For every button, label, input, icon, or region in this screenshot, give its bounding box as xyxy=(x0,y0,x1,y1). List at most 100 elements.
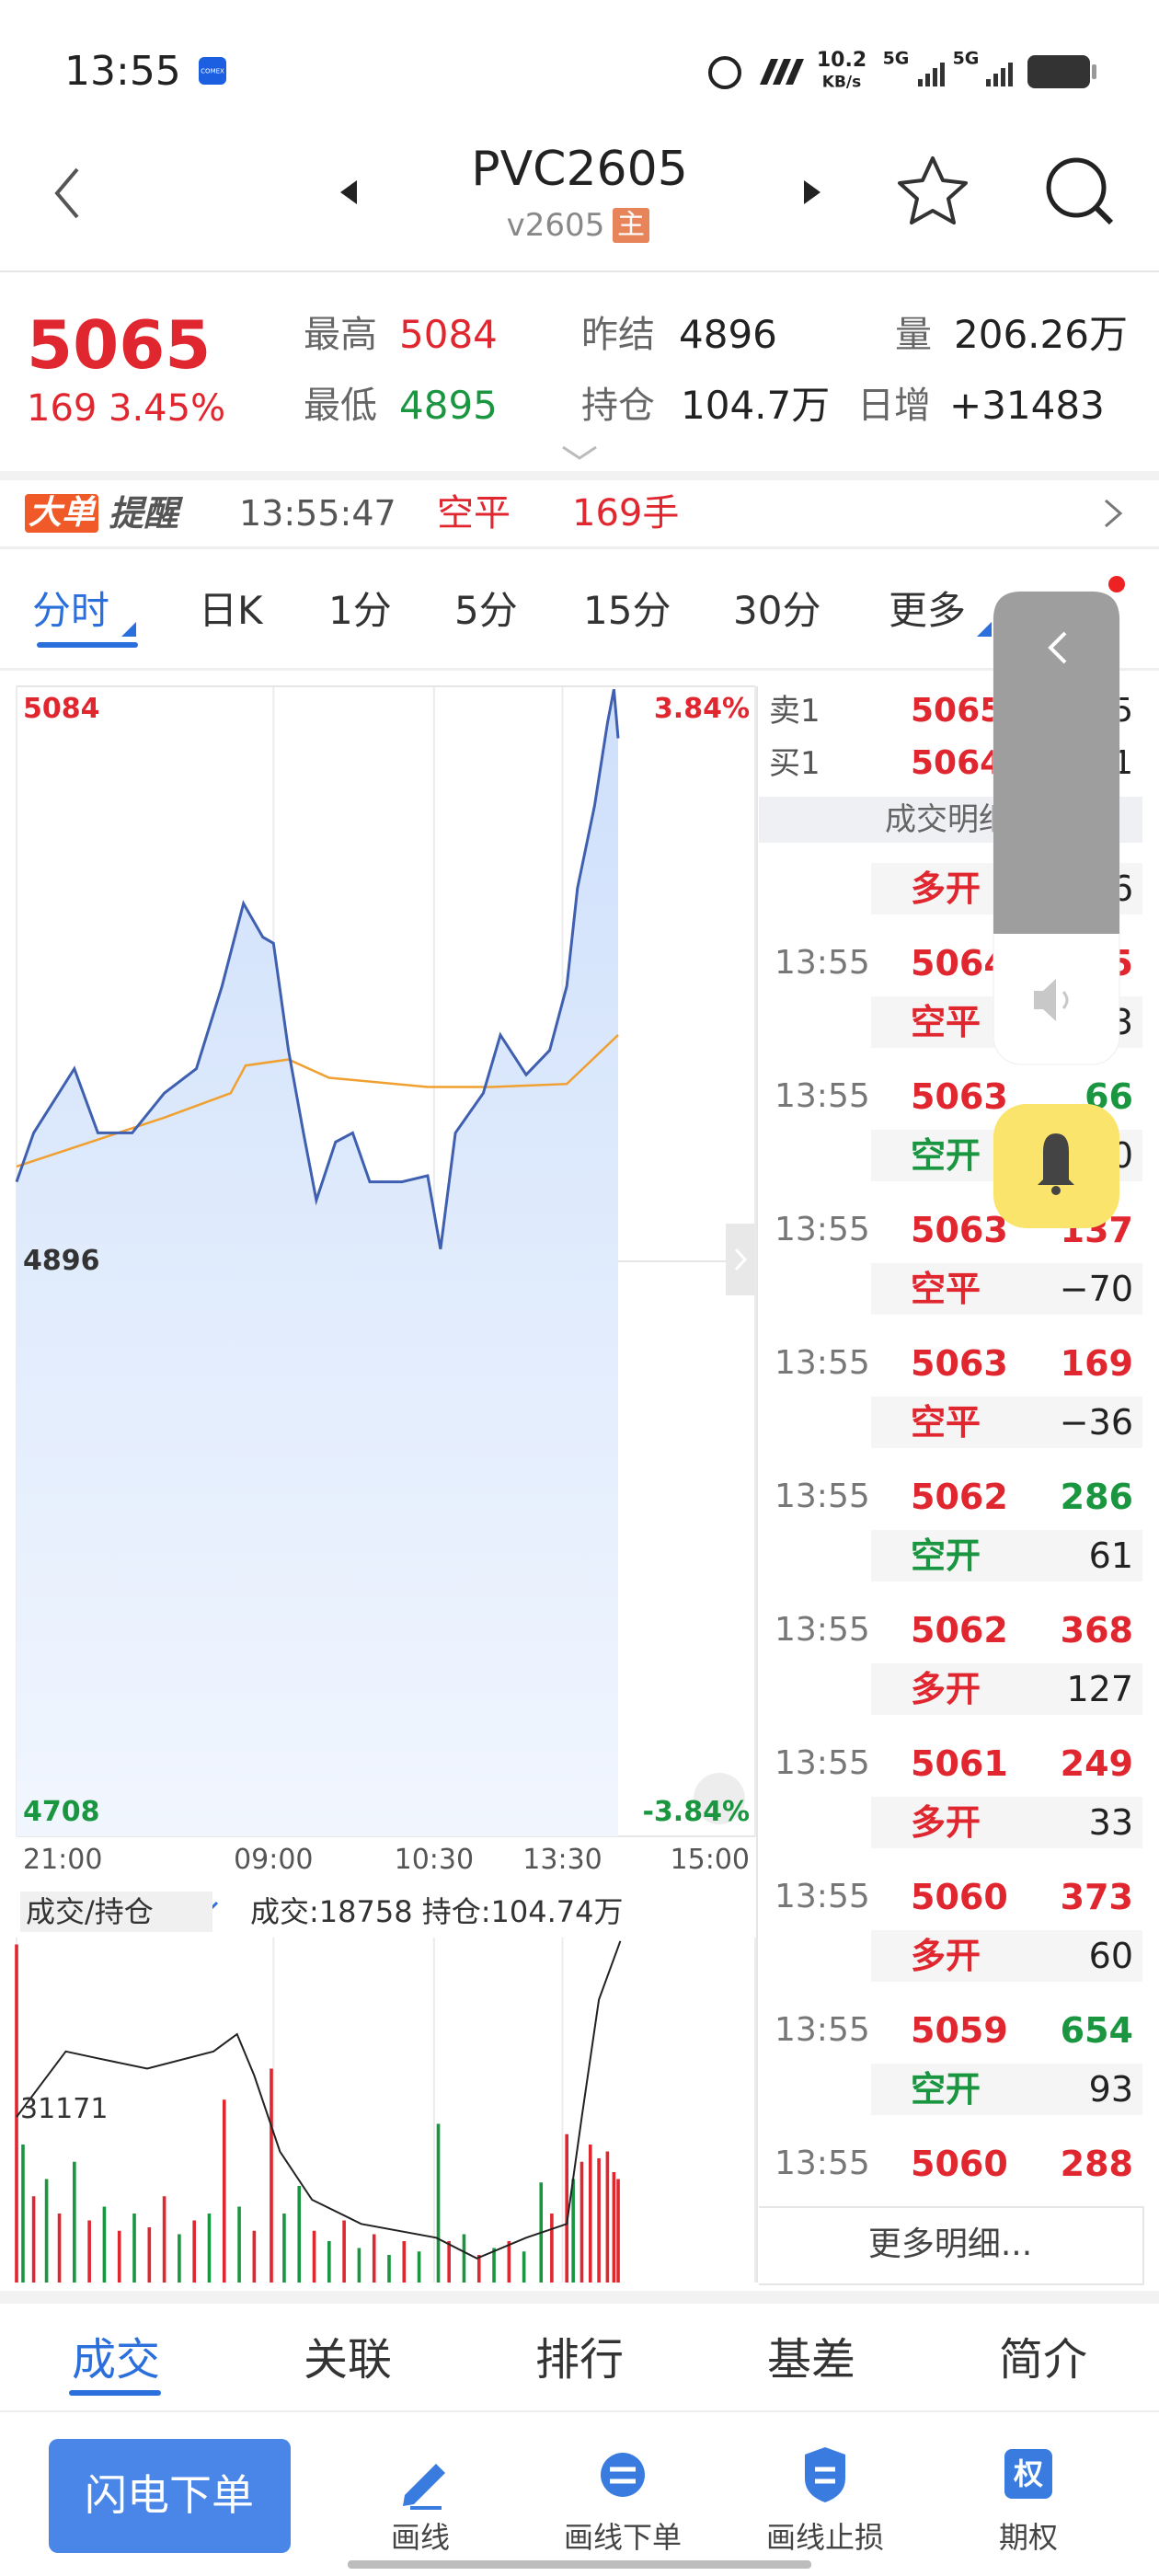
chart-tab[interactable]: 日K xyxy=(199,588,263,633)
trade-cell: 13:55 xyxy=(775,1744,870,1782)
alert-arrow[interactable] xyxy=(1105,499,1123,528)
y-tick-label: 4708 xyxy=(23,1796,100,1828)
bottom-tab[interactable]: 排行 xyxy=(534,2334,625,2386)
flash-order-button[interactable] xyxy=(49,2439,291,2553)
trade-cell: 5063 xyxy=(911,1076,1008,1117)
x-tick-label: 10:30 xyxy=(394,1844,475,1876)
quote-label: 昨结 xyxy=(581,314,655,356)
volume-bar xyxy=(550,2214,554,2283)
more-trades[interactable]: 更多明细... xyxy=(867,2225,1033,2263)
trades-header: 成交明细 xyxy=(885,801,1010,838)
flash-order-label[interactable]: 闪电下单 xyxy=(85,2470,254,2520)
expand-chevron[interactable] xyxy=(562,445,597,460)
divider xyxy=(0,2410,1159,2412)
trade-cell: −70 xyxy=(1059,1269,1133,1309)
charts xyxy=(15,685,758,2283)
trade-cell: 13:55 xyxy=(775,1344,870,1382)
trade-cell: 5059 xyxy=(911,2010,1008,2051)
contract-title: PVC2605 xyxy=(471,142,688,197)
trade-cell: 5062 xyxy=(911,1477,1008,1517)
row-band xyxy=(871,1930,1142,1982)
volume-bar xyxy=(87,2220,91,2283)
bottom-tab[interactable]: 简介 xyxy=(998,2334,1088,2386)
trade-cell: 5063 xyxy=(911,1210,1008,1250)
quote-value: 5084 xyxy=(399,312,498,357)
tool-label[interactable]: 画线止损 xyxy=(765,2520,885,2555)
trade-cell: 空平 xyxy=(911,1269,981,1309)
trade-cell: 13:55 xyxy=(775,1077,870,1115)
side-expander[interactable] xyxy=(726,1224,755,1295)
price-change-pct: 3.45% xyxy=(109,387,226,430)
chart-tab[interactable]: 5分 xyxy=(454,588,518,633)
prev-contract[interactable] xyxy=(340,180,357,204)
trade-cell: 93 xyxy=(1088,2069,1133,2110)
chart-tab[interactable]: 1分 xyxy=(328,588,392,633)
divider xyxy=(0,546,1159,549)
chart-tab[interactable]: 分时 xyxy=(32,588,110,633)
book-price: 5065 xyxy=(911,692,1004,730)
bottom-tab[interactable]: 成交 xyxy=(71,2334,161,2386)
trade-cell: 169 xyxy=(1060,1343,1133,1384)
pct-label: -3.84% xyxy=(642,1796,750,1828)
volume-bar xyxy=(492,2248,496,2283)
x-tick-label: 09:00 xyxy=(234,1844,314,1876)
indicator-selector[interactable]: 成交/持仓 xyxy=(20,1892,212,1932)
bottom-tab[interactable]: 关联 xyxy=(303,2334,393,2386)
tab-underline xyxy=(37,642,138,648)
tool-label[interactable]: 画线 xyxy=(390,2520,451,2555)
pct-label: 3.84% xyxy=(653,693,750,725)
battery-tip xyxy=(1092,64,1096,79)
trade-cell: 5063 xyxy=(911,1343,1008,1384)
trade-cell: 空开 xyxy=(911,1135,981,1176)
net-speed: 10.2 xyxy=(816,49,867,72)
clock: 13:55 xyxy=(64,48,181,95)
tool-label[interactable]: 期权 xyxy=(998,2520,1059,2555)
book-label: 买1 xyxy=(769,745,820,782)
volume-bar xyxy=(15,1944,18,2283)
alarm-icon xyxy=(708,56,741,89)
main-badge: 主 xyxy=(613,208,649,243)
volume-bar xyxy=(571,2179,575,2283)
quote-value: 104.7万 xyxy=(681,383,831,428)
alert-direction: 空平 xyxy=(437,492,511,535)
y-tick-label: 5084 xyxy=(23,693,100,725)
volume-bar xyxy=(57,2214,62,2283)
volume-bar xyxy=(565,2133,568,2283)
oi-line xyxy=(16,1940,622,2260)
volume-bar xyxy=(616,2179,620,2283)
tool-label[interactable]: 画线下单 xyxy=(563,2520,683,2555)
volume-bar xyxy=(372,2234,376,2283)
quote-value: +31483 xyxy=(949,383,1105,428)
chart-tab[interactable]: 30分 xyxy=(733,588,821,633)
trade-cell: 5062 xyxy=(911,1610,1008,1650)
divider xyxy=(0,471,1159,480)
fullscreen-button[interactable] xyxy=(694,1773,745,1824)
chart-tab[interactable]: 15分 xyxy=(583,588,671,633)
last-price: 5065 xyxy=(27,306,212,384)
row-band xyxy=(871,1530,1142,1581)
back-button[interactable] xyxy=(54,167,79,219)
quote-value: 206.26万 xyxy=(954,312,1128,357)
volume-bar xyxy=(207,2214,212,2283)
chart-tab[interactable]: 更多 xyxy=(889,588,967,633)
x-tick-label: 13:30 xyxy=(522,1844,602,1876)
trade-cell: 多开 xyxy=(911,1936,981,1976)
trade-cell: 13:55 xyxy=(775,1478,870,1515)
favorite-button[interactable] xyxy=(898,156,968,224)
trade-list: 多开 16 13:55 5064 15 空平 −13 13:55 5063 66 空开 30 13:55… xyxy=(759,843,1142,2206)
search-button[interactable] xyxy=(1046,157,1107,218)
toolbar-icon-details xyxy=(610,2467,835,2484)
home-indicator xyxy=(348,2560,811,2569)
volume-bar xyxy=(462,2234,466,2283)
alert-tag2: 提醒 xyxy=(109,493,179,534)
bottom-tab[interactable]: 基差 xyxy=(766,2334,856,2386)
battery xyxy=(1027,55,1090,88)
volume-bar xyxy=(44,2179,49,2283)
volume-bar xyxy=(580,2161,584,2283)
trade-cell: 368 xyxy=(1060,1610,1133,1650)
x-tick-label: 15:00 xyxy=(670,1844,750,1876)
next-contract[interactable] xyxy=(804,180,820,204)
trade-cell: 多开 xyxy=(911,1669,981,1709)
